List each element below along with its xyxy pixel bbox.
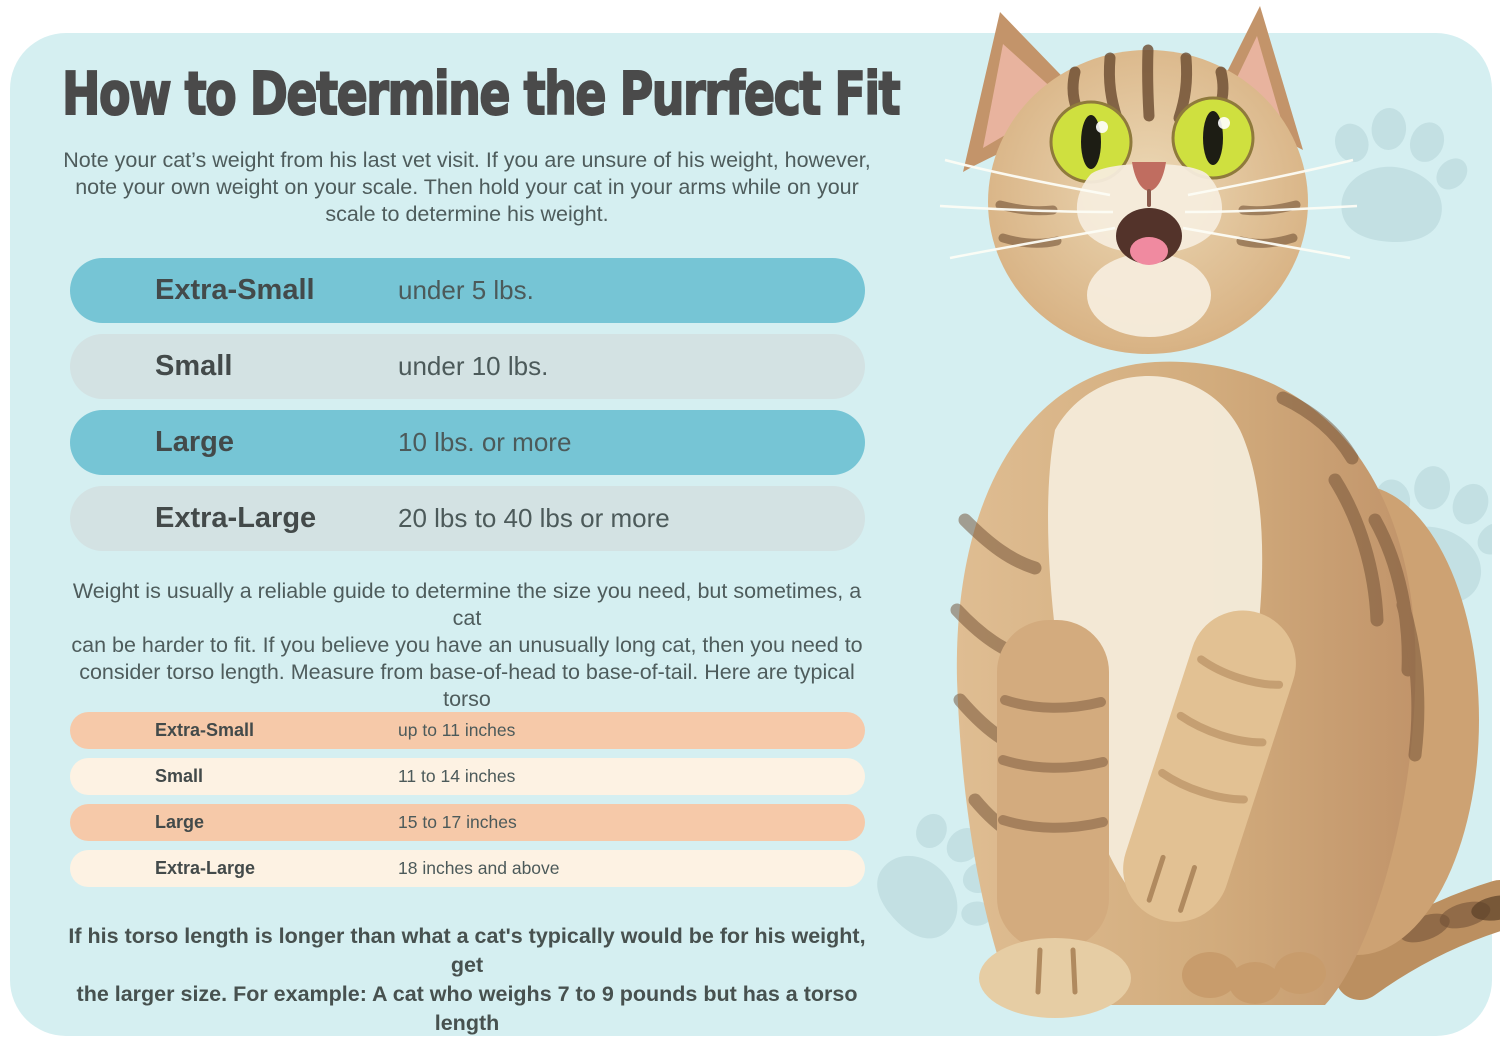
size-label: Extra-Small — [155, 274, 315, 306]
text-column: How to Determine the Purrfect Fit Note y… — [61, 33, 901, 1036]
table-row: Large 10 lbs. or more — [70, 410, 865, 475]
torso-length-table: Extra-Small up to 11 inches Small 11 to … — [70, 712, 865, 896]
size-label: Extra-Small — [155, 720, 255, 740]
intro-paragraph: Note your cat’s weight from his last vet… — [63, 148, 871, 226]
weight-size-table: Extra-Small under 5 lbs. Small under 10 … — [70, 258, 865, 562]
table-row: Small under 10 lbs. — [70, 334, 865, 399]
table-row: Extra-Large 18 inches and above — [70, 850, 865, 887]
cat-photo — [939, 6, 1500, 1018]
size-value: 20 lbs to 40 lbs or more — [398, 503, 670, 533]
size-value: 10 lbs. or more — [398, 427, 572, 457]
size-label: Large — [155, 426, 234, 458]
size-label: Extra-Large — [155, 858, 256, 878]
size-value: under 10 lbs. — [398, 351, 549, 381]
size-label: Extra-Large — [155, 502, 317, 534]
size-value: 18 inches and above — [398, 858, 560, 878]
table-row: Small 11 to 14 inches — [70, 758, 865, 795]
size-label: Large — [155, 812, 205, 832]
size-value: 15 to 17 inches — [398, 812, 517, 832]
size-value: 11 to 14 inches — [398, 766, 516, 786]
table-row: Extra-Small under 5 lbs. — [70, 258, 865, 323]
page-title: How to Determine the Purrfect Fit — [61, 58, 901, 129]
size-label: Small — [155, 766, 204, 786]
table-row: Large 15 to 17 inches — [70, 804, 865, 841]
table-row: Extra-Small up to 11 inches — [70, 712, 865, 749]
size-value: up to 11 inches — [398, 720, 516, 740]
footer-paragraph: If his torso length is longer than what … — [68, 924, 866, 1035]
size-label: Small — [155, 350, 233, 382]
page-title-wrap: How to Determine the Purrfect Fit — [61, 58, 901, 129]
size-value: under 5 lbs. — [398, 275, 534, 305]
table-row: Extra-Large 20 lbs to 40 lbs or more — [70, 486, 865, 551]
